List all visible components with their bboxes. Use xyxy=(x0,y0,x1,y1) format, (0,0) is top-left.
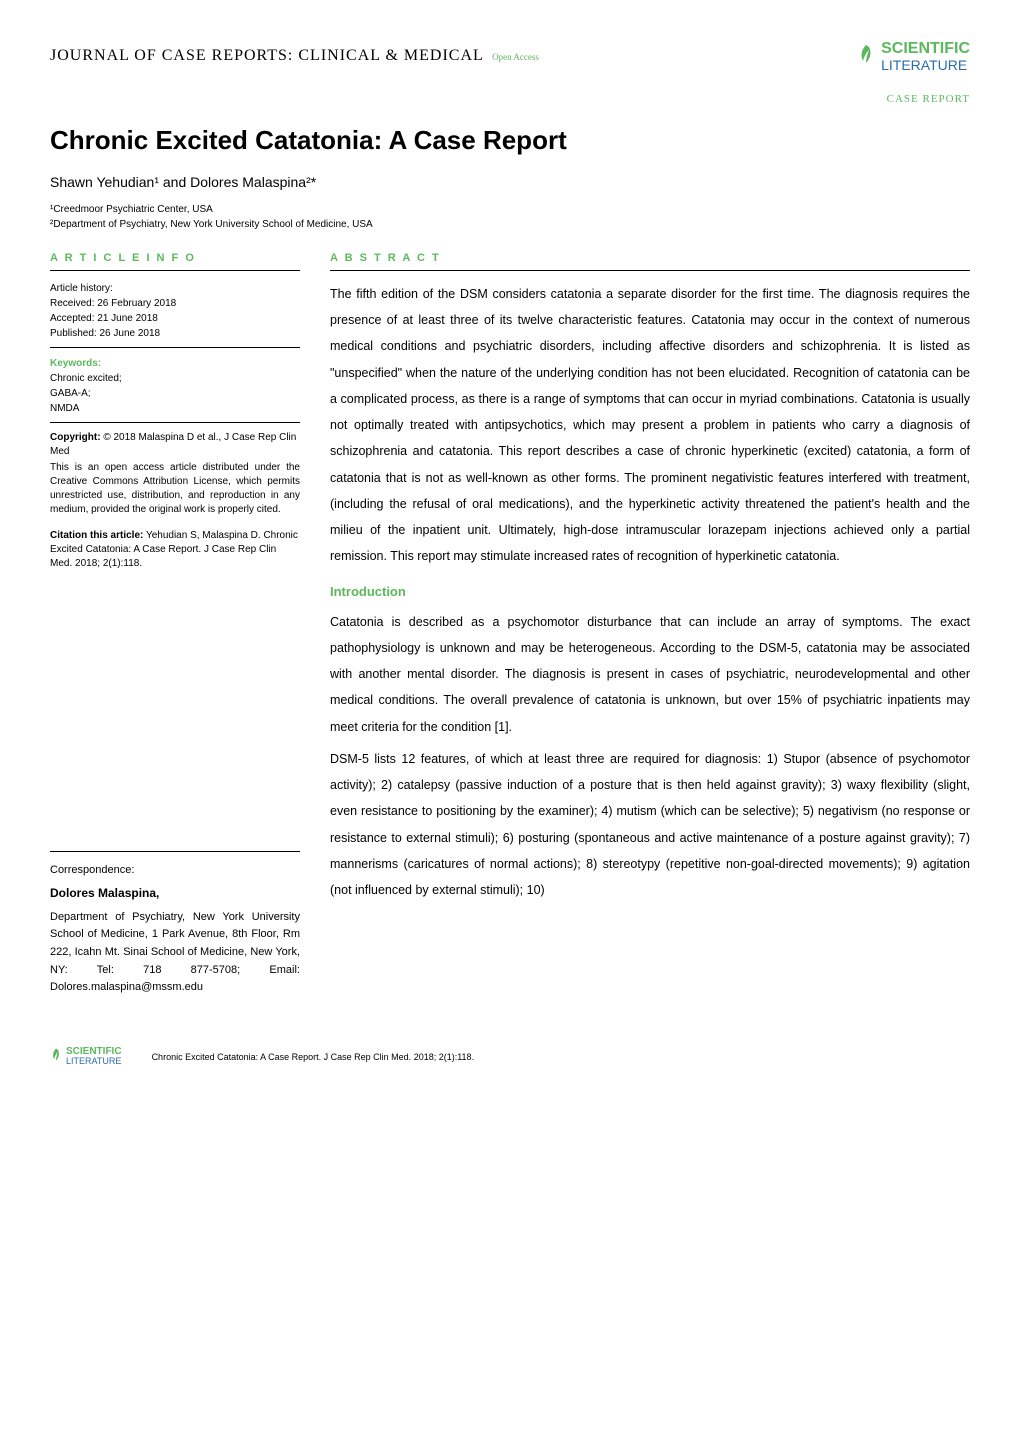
article-title: Chronic Excited Catatonia: A Case Report xyxy=(50,125,970,156)
left-column: A R T I C L E I N F O Article history: R… xyxy=(50,252,300,997)
main-two-column: A R T I C L E I N F O Article history: R… xyxy=(50,252,970,997)
published-date: Published: 26 June 2018 xyxy=(50,326,300,341)
logo-word-literature: LITERATURE xyxy=(881,58,970,73)
publisher-logo: SCIENTIFIC LITERATURE xyxy=(857,40,970,73)
leaf-icon xyxy=(857,43,875,70)
citation-block: Citation this article: Yehudian S, Malas… xyxy=(50,529,300,571)
keywords-rule xyxy=(50,422,300,423)
abstract-rule xyxy=(330,270,970,271)
keywords-list: Chronic excited; GABA-A; NMDA xyxy=(50,371,300,416)
leaf-icon xyxy=(50,1047,62,1067)
open-access-label: Open Access xyxy=(492,52,539,62)
affiliation-1: ¹Creedmoor Psychiatric Center, USA xyxy=(50,202,970,217)
journal-name: JOURNAL OF CASE REPORTS: CLINICAL & MEDI… xyxy=(50,47,483,64)
article-info-rule xyxy=(50,270,300,271)
abstract-heading: A B S T R A C T xyxy=(330,252,970,264)
correspondence-label: Correspondence: xyxy=(50,862,300,880)
copyright-body: This is an open access article distribut… xyxy=(50,461,300,517)
abstract-body: The fifth edition of the DSM considers c… xyxy=(330,281,970,570)
citation-label: Citation this article: xyxy=(50,530,143,541)
article-info-heading: A R T I C L E I N F O xyxy=(50,252,300,264)
received-date: Received: 26 February 2018 xyxy=(50,296,300,311)
document-type-label: CASE REPORT xyxy=(50,93,970,105)
introduction-para-2: DSM-5 lists 12 features, of which at lea… xyxy=(330,746,970,904)
history-label: Article history: xyxy=(50,281,300,296)
correspondence-details: Department of Psychiatry, New York Unive… xyxy=(50,909,300,997)
correspondence-name: Dolores Malaspina, xyxy=(50,884,300,903)
keywords-block: Keywords: Chronic excited; GABA-A; NMDA xyxy=(50,356,300,416)
footer-citation: Chronic Excited Catatonia: A Case Report… xyxy=(152,1052,475,1062)
copyright-label: Copyright: xyxy=(50,432,101,443)
introduction-heading: Introduction xyxy=(330,584,970,599)
history-rule xyxy=(50,347,300,348)
introduction-para-1: Catatonia is described as a psychomotor … xyxy=(330,609,970,740)
footer-logo-literature: LITERATURE xyxy=(66,1057,122,1066)
accepted-date: Accepted: 21 June 2018 xyxy=(50,311,300,326)
logo-word-scientific: SCIENTIFIC xyxy=(881,40,970,58)
affiliations-block: ¹Creedmoor Psychiatric Center, USA ²Depa… xyxy=(50,202,970,232)
copyright-block: Copyright: © 2018 Malaspina D et al., J … xyxy=(50,431,300,517)
journal-name-block: JOURNAL OF CASE REPORTS: CLINICAL & MEDI… xyxy=(50,47,539,65)
article-history-block: Article history: Received: 26 February 2… xyxy=(50,281,300,341)
page-footer: SCIENTIFIC LITERATURE Chronic Excited Ca… xyxy=(50,1037,970,1067)
publisher-logo-text: SCIENTIFIC LITERATURE xyxy=(881,40,970,73)
affiliation-2: ²Department of Psychiatry, New York Univ… xyxy=(50,217,970,232)
journal-header: JOURNAL OF CASE REPORTS: CLINICAL & MEDI… xyxy=(50,40,970,73)
footer-publisher-logo: SCIENTIFIC LITERATURE xyxy=(50,1047,122,1067)
footer-logo-text: SCIENTIFIC LITERATURE xyxy=(66,1047,122,1066)
keywords-label: Keywords: xyxy=(50,356,300,371)
authors-list: Shawn Yehudian¹ and Dolores Malaspina²* xyxy=(50,174,970,190)
correspondence-block: Correspondence: Dolores Malaspina, Depar… xyxy=(50,851,300,997)
right-column: A B S T R A C T The fifth edition of the… xyxy=(330,252,970,997)
